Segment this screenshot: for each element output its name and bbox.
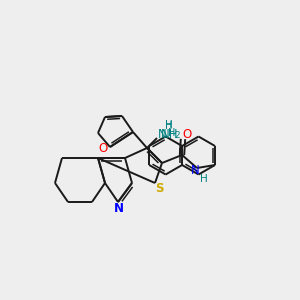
Text: NH: NH (161, 128, 178, 140)
Text: N: N (114, 202, 124, 215)
Text: N: N (190, 164, 200, 178)
Text: H: H (165, 121, 173, 131)
Text: H: H (200, 174, 208, 184)
Text: N: N (158, 128, 166, 140)
Text: H: H (168, 128, 176, 138)
Text: O: O (98, 142, 108, 155)
Text: O: O (182, 128, 192, 142)
Text: 2: 2 (174, 131, 180, 140)
Text: H: H (165, 120, 173, 130)
Text: S: S (155, 182, 163, 196)
